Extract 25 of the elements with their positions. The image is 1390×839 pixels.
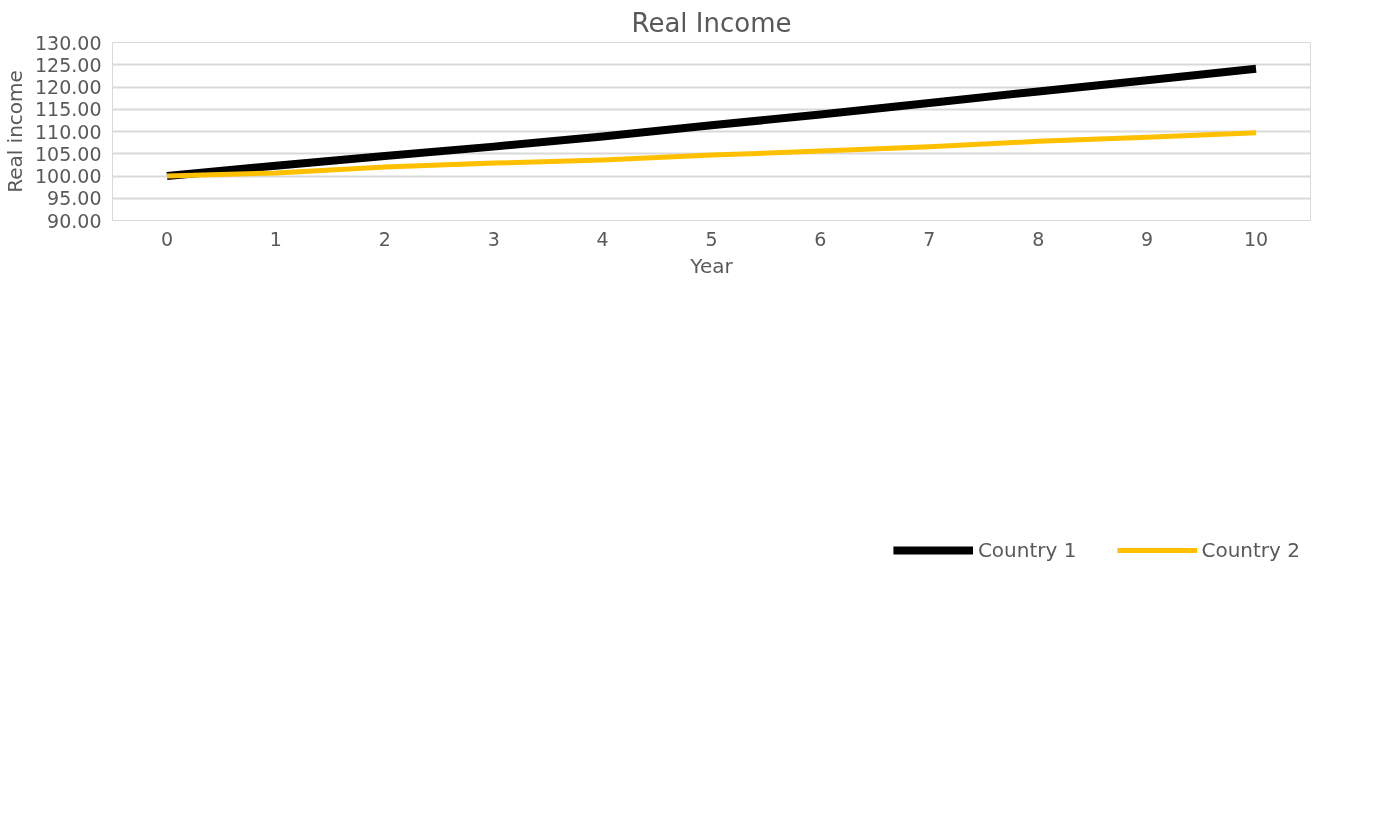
legend-label: Country 2 [1201, 538, 1300, 562]
x-tick-label: 10 [1243, 227, 1269, 250]
x-tick-label: 2 [378, 227, 391, 250]
y-tick-label: 105.00 [35, 142, 102, 165]
x-tick-label: 5 [705, 227, 718, 250]
y-tick-label: 95.00 [47, 187, 102, 210]
x-tick-label: 3 [487, 227, 500, 250]
y-tick-label: 90.00 [47, 209, 102, 232]
x-tick-label: 9 [1141, 227, 1154, 250]
x-tick-label: 7 [923, 227, 936, 250]
legend-label: Country 1 [977, 538, 1077, 562]
x-tick-label: 0 [160, 227, 173, 250]
chart-title: Real Income [631, 7, 792, 38]
x-tick-label: 4 [596, 227, 609, 250]
x-tick-label: 6 [814, 227, 827, 250]
y-tick-label: 120.00 [35, 76, 102, 98]
y-tick-label: 130.00 [35, 31, 102, 54]
x-tick-label: 1 [269, 227, 282, 250]
y-tick-label: 100.00 [35, 165, 102, 187]
x-axis-title: Year [689, 253, 734, 278]
y-tick-label: 125.00 [35, 53, 102, 76]
y-axis-title: Real income [3, 70, 28, 193]
y-tick-label: 110.00 [35, 120, 102, 143]
y-tick-label: 115.00 [35, 98, 102, 121]
x-tick-label: 8 [1032, 227, 1045, 250]
